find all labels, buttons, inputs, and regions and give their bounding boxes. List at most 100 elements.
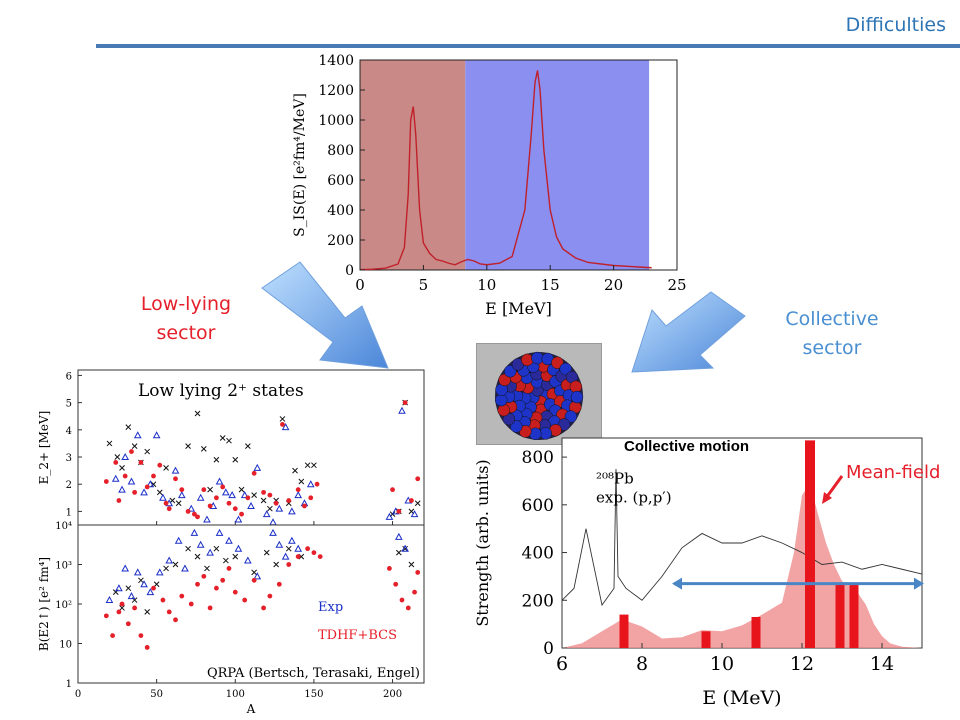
be2-point-triangle bbox=[294, 544, 303, 552]
mean-field-envelope bbox=[562, 483, 922, 648]
e2-point-dot bbox=[245, 495, 251, 501]
e2-point-triangle bbox=[146, 480, 155, 488]
be2-point-dot bbox=[151, 585, 156, 591]
e2-point-dot bbox=[122, 473, 128, 479]
be2-point-triangle bbox=[155, 568, 164, 576]
nucleon-icon bbox=[570, 390, 584, 404]
be2-point-cross bbox=[232, 553, 239, 560]
e2-point-cross bbox=[156, 489, 163, 496]
e2-point-triangle bbox=[294, 491, 303, 499]
be2-point-triangle bbox=[225, 536, 233, 544]
be2-point-dot bbox=[276, 581, 282, 587]
collective-motion-label: Collective motion bbox=[624, 438, 750, 455]
e2-point-cross bbox=[238, 486, 245, 493]
region-low-lying bbox=[360, 60, 466, 270]
e2-point-dot bbox=[185, 509, 191, 514]
y-tick-label: 0 bbox=[543, 639, 554, 659]
be2-point-dot bbox=[214, 585, 219, 591]
e2-point-cross bbox=[279, 416, 286, 422]
be2-point-cross bbox=[213, 545, 220, 552]
e2-point-dot bbox=[267, 492, 273, 498]
mean-field-pointer-head-icon bbox=[822, 492, 832, 504]
y-axis-label: B(E2↑) [e² fm⁴] bbox=[37, 557, 51, 651]
mean-field-label: Mean-field bbox=[846, 462, 941, 483]
x-tick-label: 0 bbox=[75, 689, 81, 700]
y-tick-label: 6 bbox=[66, 371, 72, 382]
legend-tdhf: TDHF+BCS bbox=[318, 628, 397, 643]
be2-point-triangle bbox=[174, 536, 183, 544]
strength-bar bbox=[835, 583, 845, 648]
be2-point-dot bbox=[195, 581, 200, 587]
e2-point-dot bbox=[273, 500, 279, 506]
y-tick-label: 1400 bbox=[318, 53, 354, 69]
be2-point-dot bbox=[286, 562, 292, 567]
be2-point-triangle bbox=[140, 580, 148, 588]
e2-point-cross bbox=[119, 465, 125, 471]
experiment-line bbox=[561, 469, 923, 607]
be2-point-dot bbox=[317, 554, 323, 559]
be2-point-triangle bbox=[115, 584, 123, 592]
e2-point-dot bbox=[390, 487, 395, 493]
e2-point-dot bbox=[201, 487, 207, 493]
be2-point-dot bbox=[220, 577, 226, 583]
e2-point-triangle bbox=[159, 493, 167, 501]
qrpa-annotation: QRPA (Bertsch, Terasaki, Engel) bbox=[207, 666, 420, 681]
e2-point-triangle bbox=[133, 431, 142, 439]
be2-point-triangle bbox=[190, 528, 199, 536]
be2-point-dot bbox=[295, 554, 301, 559]
nucleon-icon bbox=[521, 353, 534, 367]
be2-point-dot bbox=[399, 597, 405, 603]
y-tick-label: 10² bbox=[55, 600, 72, 611]
y-tick-label: 200 bbox=[327, 233, 354, 249]
e2-point-cross bbox=[194, 410, 201, 417]
be2-point-dot bbox=[242, 597, 248, 603]
be2-point-cross bbox=[144, 609, 151, 615]
e2-point-triangle bbox=[111, 474, 120, 482]
e2-point-triangle bbox=[253, 463, 262, 471]
e2-point-dot bbox=[166, 506, 172, 512]
e2-point-dot bbox=[308, 495, 314, 501]
e2-point-dot bbox=[207, 503, 213, 509]
be2-point-cross bbox=[125, 585, 132, 592]
e2-point-cross bbox=[213, 456, 220, 463]
y-tick-label: 1200 bbox=[318, 83, 354, 99]
y-axis-label: E_2+ [MeV] bbox=[37, 411, 51, 485]
arrow-left-head-icon bbox=[672, 577, 682, 590]
e2-point-dot bbox=[103, 479, 109, 484]
reaction-annotation: exp. (p,p′) bbox=[596, 488, 672, 506]
be2-point-cross bbox=[273, 561, 280, 568]
e2-point-triangle bbox=[262, 510, 271, 518]
be2-point-cross bbox=[138, 577, 144, 584]
y-tick-label: 800 bbox=[327, 143, 354, 159]
be2-point-triangle bbox=[206, 548, 214, 556]
e2-point-dot bbox=[129, 449, 134, 454]
be2-point-dot bbox=[226, 566, 232, 571]
y-tick-label: 600 bbox=[522, 496, 554, 516]
be2-point-triangle bbox=[288, 536, 296, 544]
e2-point-triangle bbox=[281, 423, 290, 431]
e2-point-triangle bbox=[410, 510, 419, 518]
be2-point-triangle bbox=[215, 528, 224, 536]
panel-frame bbox=[77, 524, 425, 684]
be2-point-dot bbox=[405, 605, 411, 611]
x-axis-label: E [MeV] bbox=[485, 299, 552, 318]
nucleus-annotation: ²⁰⁸Pb bbox=[596, 469, 634, 487]
be2-point-triangle bbox=[165, 556, 174, 564]
x-tick-label: 8 bbox=[636, 653, 648, 675]
y-tick-label: 200 bbox=[522, 591, 554, 611]
e2-point-cross bbox=[260, 497, 267, 504]
e2-point-triangle bbox=[306, 480, 315, 488]
strength-bar bbox=[805, 440, 815, 648]
e2-point-dot bbox=[163, 500, 169, 506]
be2-point-dot bbox=[412, 589, 417, 595]
e2-point-dot bbox=[214, 495, 219, 501]
y-tick-label: 1 bbox=[66, 679, 72, 690]
e2-point-triangle bbox=[152, 431, 161, 439]
low-lying-label-line1: Low-lying bbox=[140, 293, 232, 315]
y-tick-label: 800 bbox=[522, 448, 554, 468]
e2-point-cross bbox=[245, 443, 251, 449]
e2-point-triangle bbox=[203, 515, 211, 523]
e2-point-cross bbox=[207, 486, 213, 493]
e2-point-triangle bbox=[221, 488, 230, 496]
